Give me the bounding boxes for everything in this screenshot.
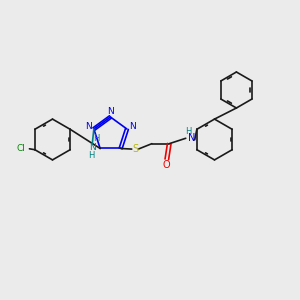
Text: H: H bbox=[88, 151, 95, 160]
Text: N: N bbox=[188, 133, 195, 143]
Text: S: S bbox=[132, 144, 138, 154]
Text: N: N bbox=[107, 107, 114, 116]
Text: H: H bbox=[93, 134, 99, 143]
Text: O: O bbox=[163, 160, 170, 170]
Text: N: N bbox=[129, 122, 135, 130]
Text: N: N bbox=[89, 142, 96, 152]
Text: N: N bbox=[85, 122, 92, 131]
Text: Cl: Cl bbox=[16, 144, 25, 153]
Text: H: H bbox=[185, 127, 191, 136]
